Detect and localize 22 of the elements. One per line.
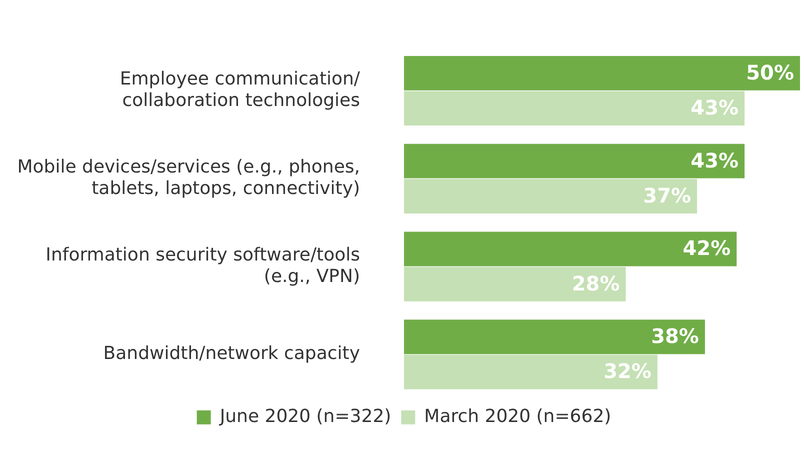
data-label: 32% <box>604 359 652 384</box>
data-label: 37% <box>643 183 692 208</box>
y-tick-label: Employee communication/ collaboration technologies <box>120 68 361 112</box>
bar <box>404 320 705 354</box>
y-tick-label: Mobile devices/services (e.g., phones, tablets, laptops, connectivity) <box>17 156 360 200</box>
bar <box>404 56 800 90</box>
legend-label: June 2020 (n=322) <box>218 406 392 428</box>
bar <box>404 91 745 126</box>
data-label: 43% <box>690 96 739 120</box>
data-label: 42% <box>682 236 731 260</box>
legend-label: March 2020 (n=662) <box>424 406 612 428</box>
bar <box>404 354 658 390</box>
bar <box>404 179 698 214</box>
bar <box>404 232 737 266</box>
bar <box>404 144 745 178</box>
data-label: 50% <box>746 60 794 84</box>
bar <box>404 266 626 302</box>
data-label: 28% <box>572 271 620 296</box>
data-label: 43% <box>690 148 739 172</box>
y-tick-label: Information security software/tools (e.g., VPN) <box>46 244 360 288</box>
data-label: 38% <box>651 324 699 348</box>
y-tick-label: Bandwidth/network capacity <box>103 343 360 364</box>
